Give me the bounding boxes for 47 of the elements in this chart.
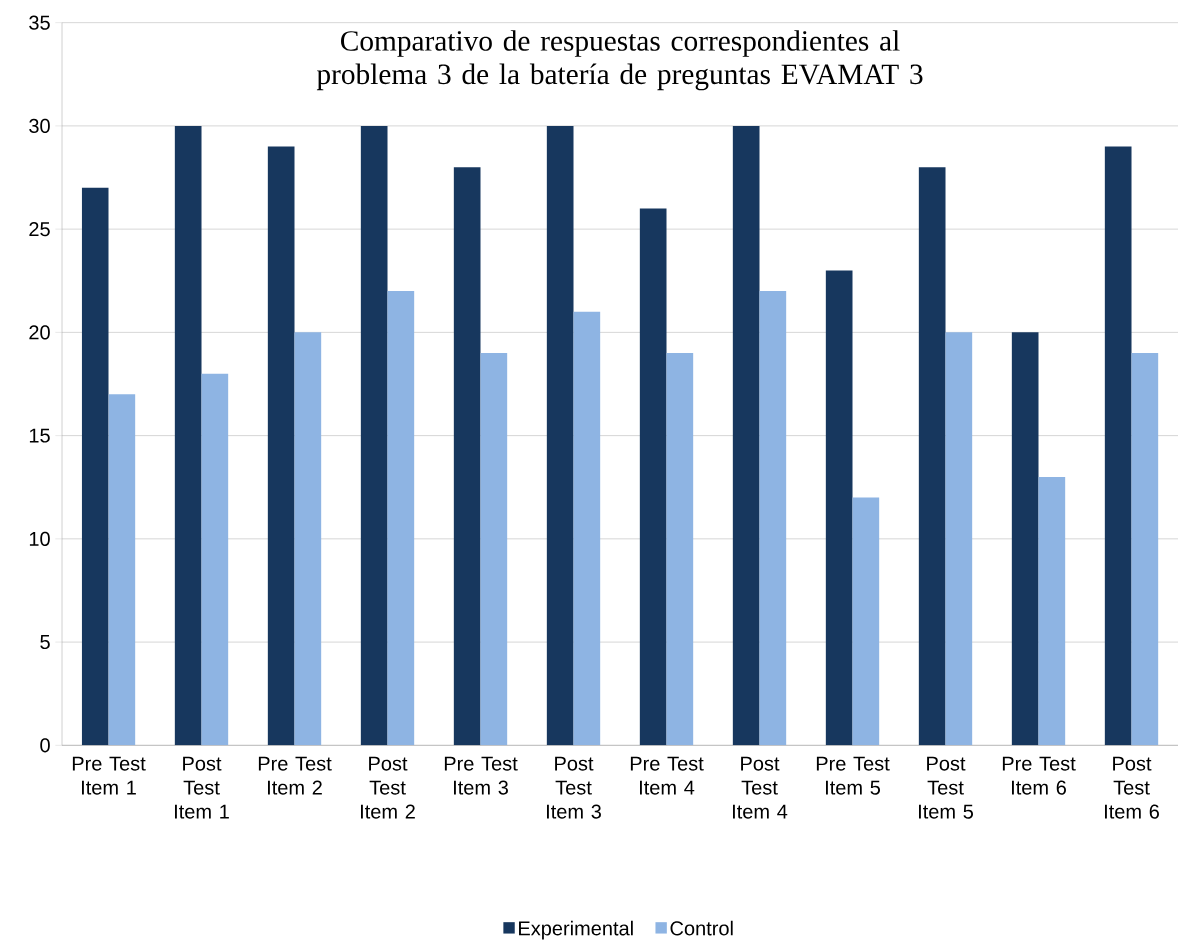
bar bbox=[294, 332, 322, 746]
y-tick-label: 5 bbox=[40, 635, 50, 650]
x-tick-label: Pre Test Item 2 bbox=[258, 756, 332, 795]
y-tick-label: 20 bbox=[29, 325, 50, 340]
x-tick-label: Post Test Item 4 bbox=[733, 756, 788, 819]
bar bbox=[732, 126, 760, 746]
y-tick-label: 25 bbox=[29, 222, 50, 237]
bar bbox=[639, 208, 667, 746]
bar bbox=[1131, 353, 1159, 746]
y-tick-label: 30 bbox=[29, 119, 50, 134]
text: Comparativo de respuestas correspondientes al problema 3 de la batería de preguntas EVAMAT 3 bbox=[316, 30, 923, 91]
x-tick-label: Pre Test Item 5 bbox=[816, 756, 890, 795]
x-tick-label: Pre Test Item 4 bbox=[630, 756, 704, 795]
bar bbox=[852, 497, 880, 746]
y-tick-label: 15 bbox=[29, 428, 50, 443]
bar bbox=[918, 167, 946, 746]
bar bbox=[759, 291, 787, 746]
bar bbox=[546, 126, 574, 746]
bar bbox=[387, 291, 415, 746]
x-tick-label: Post Test Item 2 bbox=[361, 756, 415, 819]
bar bbox=[108, 394, 136, 746]
bar bbox=[267, 146, 295, 746]
bar bbox=[825, 270, 853, 746]
bar bbox=[360, 126, 388, 746]
y-tick-label: 0 bbox=[40, 738, 50, 753]
bar bbox=[666, 353, 694, 746]
bar bbox=[1011, 332, 1039, 746]
x-tick-label: Pre Test Item 1 bbox=[72, 756, 146, 795]
x-tick-label: Post Test Item 1 bbox=[175, 756, 229, 819]
x-tick-label: Pre Test Item 6 bbox=[1002, 756, 1076, 795]
bar bbox=[573, 311, 601, 746]
bar bbox=[81, 188, 109, 746]
legend-label: Control bbox=[670, 920, 733, 936]
bar bbox=[480, 353, 508, 746]
x-tick-label: Post Test Item 5 bbox=[919, 756, 974, 819]
x-tick-label: Post Test Item 6 bbox=[1105, 756, 1159, 819]
y-tick-label: 10 bbox=[29, 531, 50, 547]
x-tick-label: Post Test Item 3 bbox=[547, 756, 601, 819]
bar bbox=[201, 373, 229, 746]
legend-label: Experimental bbox=[519, 920, 633, 940]
bar bbox=[1038, 477, 1066, 746]
bar bbox=[1104, 146, 1132, 746]
bar bbox=[945, 332, 973, 746]
x-tick-label: Pre Test Item 3 bbox=[444, 756, 518, 795]
bar bbox=[453, 167, 481, 746]
bar bbox=[174, 126, 202, 746]
y-tick-label: 35 bbox=[29, 15, 50, 30]
